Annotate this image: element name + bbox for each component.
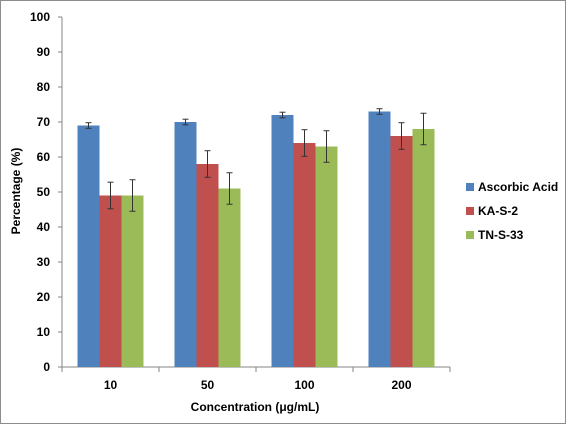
error-bar (279, 111, 286, 119)
legend-label: KA-S-2 (478, 204, 518, 218)
bar (196, 164, 219, 367)
bar (218, 188, 241, 367)
y-tick-label: 100 (30, 10, 50, 24)
y-tick-label: 90 (37, 45, 51, 59)
legend-swatch (466, 207, 474, 215)
x-axis-title: Concentration (μg/mL) (191, 400, 320, 414)
bar (77, 125, 100, 367)
error-bar (182, 118, 189, 126)
error-bar (129, 179, 136, 212)
bar (390, 136, 413, 367)
legend-item: TN-S-33 (466, 228, 524, 242)
y-tick-label: 80 (37, 80, 51, 94)
error-bar (85, 122, 92, 129)
bar (368, 111, 391, 367)
x-tick-label: 200 (391, 378, 411, 392)
error-bar (204, 150, 211, 178)
error-bar (420, 112, 427, 146)
error-bar (398, 122, 405, 150)
error-bar (226, 172, 233, 205)
legend-item: Ascorbic Acid (466, 180, 558, 194)
bar (99, 195, 122, 367)
y-tick-label: 20 (37, 290, 51, 304)
bars-group (77, 111, 435, 367)
legend-swatch (466, 183, 474, 191)
legend-item: KA-S-2 (466, 204, 518, 218)
x-tick-label: 100 (294, 378, 314, 392)
y-tick-label: 10 (37, 325, 51, 339)
x-axis: 10 50 100 200 (61, 366, 451, 392)
bar (412, 129, 435, 367)
error-bar (323, 130, 330, 163)
y-tick-label: 50 (37, 185, 51, 199)
y-axis: 0 10 20 30 40 50 60 70 80 90 100 (30, 10, 63, 374)
bar (315, 146, 338, 367)
bar (271, 115, 294, 367)
y-axis-title: Percentage (%) (9, 148, 23, 235)
legend-swatch (466, 231, 474, 239)
y-tick-label: 30 (37, 255, 51, 269)
bar (174, 122, 197, 367)
y-tick-label: 0 (43, 360, 50, 374)
x-tick-label: 10 (104, 378, 118, 392)
error-bar (301, 129, 308, 157)
y-tick-label: 70 (37, 115, 51, 129)
y-tick-label: 60 (37, 150, 51, 164)
legend-label: Ascorbic Acid (478, 180, 558, 194)
x-tick-label: 50 (201, 378, 215, 392)
error-bar (107, 181, 114, 210)
bar (293, 143, 316, 367)
legend-label: TN-S-33 (478, 228, 524, 242)
y-tick-label: 40 (37, 220, 51, 234)
legend: Ascorbic Acid KA-S-2 TN-S-33 (466, 180, 558, 242)
error-bars-group (85, 108, 427, 212)
bar (121, 195, 144, 367)
error-bar (376, 108, 383, 115)
